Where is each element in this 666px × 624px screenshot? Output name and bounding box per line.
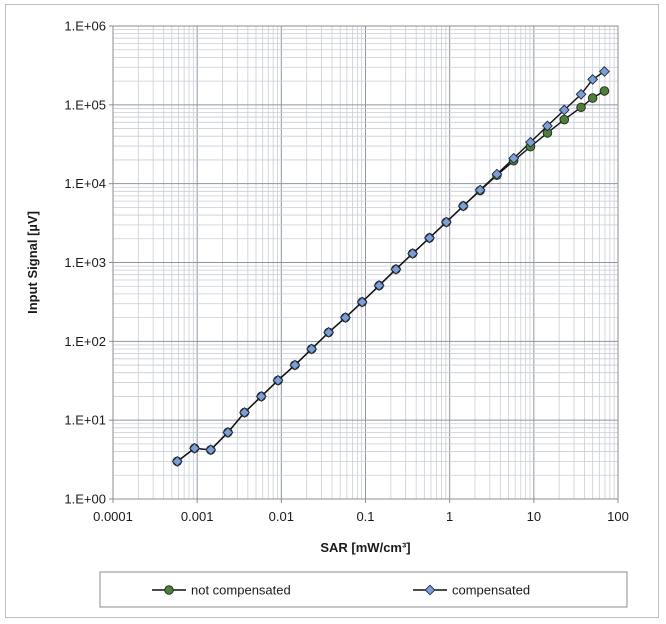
data-point-series-2 <box>508 152 520 164</box>
x-tick-label: 1 <box>446 509 453 524</box>
x-tick-labels: 0.0001 0.001 0.01 0.1 1 10 100 <box>93 499 629 524</box>
y-tick-label: 1.E+03 <box>64 255 106 270</box>
data-point-series-1 <box>559 114 570 125</box>
chart-frame: 1.E+00 1.E+01 1.E+02 1.E+03 1.E+04 1.E+05 1.E+… <box>5 4 659 618</box>
data-point-series-2 <box>407 248 419 259</box>
data-point-series-2 <box>390 263 402 275</box>
legend-label-1: not compensated <box>191 583 291 598</box>
data-point-series-2 <box>491 168 503 180</box>
y-tick-label: 1.E+02 <box>64 334 106 349</box>
y-tick-label: 1.E+00 <box>64 492 106 507</box>
data-point-series-1 <box>587 93 598 103</box>
data-point-series-2 <box>171 455 183 467</box>
legend-marker-2 <box>424 584 436 596</box>
data-point-series-2 <box>373 280 385 291</box>
legend-marker-1 <box>164 585 174 595</box>
y-tick-label: 1.E+05 <box>64 97 106 112</box>
y-tick-label: 1.E+01 <box>64 413 106 428</box>
x-tick-label: 0.01 <box>269 509 294 524</box>
x-tick-label: 0.0001 <box>93 509 133 524</box>
series-markers <box>171 66 610 467</box>
data-point-series-2 <box>239 407 250 418</box>
data-point-series-1 <box>576 102 586 113</box>
data-point-series-2 <box>289 359 301 371</box>
data-point-series-2 <box>255 390 267 402</box>
data-point-series-2 <box>474 184 486 196</box>
x-tick-label: 100 <box>607 509 629 524</box>
data-point-series-2 <box>525 136 536 148</box>
data-point-series-2 <box>440 216 452 228</box>
data-point-series-2 <box>222 426 234 438</box>
data-point-series-2 <box>599 66 610 77</box>
x-tick-label: 0.1 <box>356 509 374 524</box>
y-axis-title: Input Signal [µV] <box>25 211 40 314</box>
x-tick-label: 10 <box>527 509 541 524</box>
data-point-series-2 <box>424 232 435 244</box>
data-point-series-2 <box>356 296 368 308</box>
data-point-series-2 <box>558 104 570 116</box>
legend-box <box>99 571 628 608</box>
data-point-series-1 <box>599 86 610 96</box>
data-point-series-2 <box>205 444 217 456</box>
grid <box>113 26 618 499</box>
data-point-series-2 <box>575 88 587 100</box>
legend-label-2: compensated <box>452 583 530 598</box>
data-point-series-2 <box>272 374 284 386</box>
y-tick-labels: 1.E+00 1.E+01 1.E+02 1.E+03 1.E+04 1.E+05 1.E+… <box>64 19 113 507</box>
data-point-series-2 <box>339 312 351 324</box>
x-tick-label: 0.001 <box>181 509 214 524</box>
y-tick-label: 1.E+04 <box>64 176 106 191</box>
data-point-series-2 <box>323 326 335 338</box>
y-tick-label: 1.E+06 <box>64 19 106 34</box>
data-point-series-2 <box>587 73 599 85</box>
data-point-series-2 <box>189 442 200 454</box>
data-point-series-2 <box>306 343 318 355</box>
data-point-series-2 <box>457 200 469 212</box>
chart: 1.E+00 1.E+01 1.E+02 1.E+03 1.E+04 1.E+05 1.E+… <box>25 19 629 608</box>
legend: not compensated compensated <box>152 583 530 598</box>
data-point-series-2 <box>541 120 553 132</box>
x-axis-title: SAR [mW/cm³] <box>320 540 410 555</box>
